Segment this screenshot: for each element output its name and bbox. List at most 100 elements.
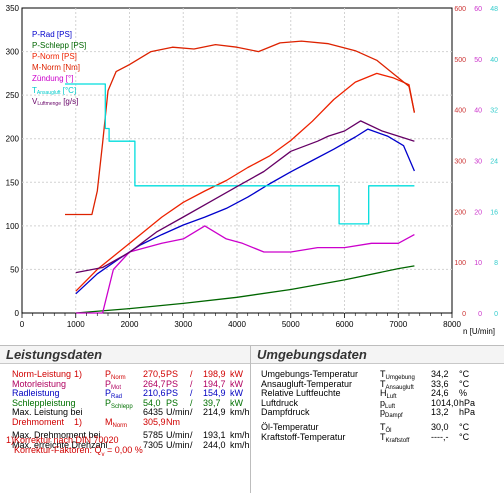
left-tick-label: 300 xyxy=(6,48,20,57)
right-tick-label: 600 xyxy=(454,6,466,13)
row-unit-2: kW xyxy=(230,378,243,389)
row-unit: hPa xyxy=(459,407,476,417)
factor-sub: v xyxy=(101,451,105,458)
right-tick-label: 60 xyxy=(474,6,482,13)
row-unit: PS xyxy=(166,369,179,379)
leistungsdaten-panel: Leistungsdaten Norm-Leistung 1) PNorm 270,5… xyxy=(0,345,251,493)
row-value-2: 154,9 xyxy=(203,388,226,398)
x-tick-label: 1000 xyxy=(67,320,85,329)
row-unit: °C xyxy=(459,369,470,379)
row-value: ----,- xyxy=(431,431,449,442)
row-footnote: 1) xyxy=(74,417,83,427)
row-unit: PS xyxy=(166,397,179,408)
right-tick-label: 30 xyxy=(474,159,482,166)
x-axis-ticks: 0 1000 2000 3000 4000 5000 6000 7000 8000 xyxy=(20,313,461,329)
row-symbol: pDampf xyxy=(380,407,403,419)
series-line xyxy=(65,83,415,225)
row-symbol: PMot xyxy=(105,378,122,391)
row-unit: hPa xyxy=(459,397,476,408)
row-symbol: MNorm xyxy=(105,417,128,429)
row-label: Schleppleistung xyxy=(12,397,76,408)
row-separator: / xyxy=(190,369,193,379)
footnote-din-text: 1)Korrektur nach DIN 70020 xyxy=(6,435,119,445)
umgebungsdaten-panel: Umgebungsdaten Umgebungs-Temperatur TUmge… xyxy=(251,345,504,493)
row-value: 210,6 xyxy=(143,388,166,398)
right-tick-label: 0 xyxy=(478,311,482,318)
row-value: 33,6 xyxy=(431,378,449,389)
footnote-din: 1)Korrektur nach DIN 70020 xyxy=(6,435,119,445)
row-value: 30,0 xyxy=(431,422,449,432)
x-axis-label: n [U/min] xyxy=(463,327,495,336)
row-symbol: TAnsaugluft xyxy=(380,378,414,391)
row-symbol: TKraftstoff xyxy=(380,431,410,444)
row-unit: U/min xyxy=(166,440,190,450)
row-unit-2: kW xyxy=(230,388,243,398)
right-tick-label: 16 xyxy=(490,209,498,216)
series-line xyxy=(75,265,415,314)
row-unit: % xyxy=(459,388,468,398)
row-symbol: pLuft xyxy=(380,397,396,410)
row-unit-2: kW xyxy=(230,397,243,408)
left-tick-label: 250 xyxy=(6,91,20,100)
row-value-2: 244,0 xyxy=(203,440,226,450)
legend-item-zuendung: Zündung [°] xyxy=(32,74,73,83)
row-value: 1014,0 xyxy=(431,397,459,408)
right-tick-label: 500 xyxy=(454,57,466,64)
row-label: Ansaugluft-Temperatur xyxy=(261,378,353,389)
row-symbol: PSchlepp xyxy=(105,397,133,410)
right-tick-label: 8 xyxy=(494,260,498,267)
row-separator: / xyxy=(190,430,193,440)
chart-legend: P-Rad [PS] P-Schlepp [PS] P-Norm [PS] M-… xyxy=(32,30,86,107)
grid-lines xyxy=(22,8,452,313)
series-line xyxy=(65,40,416,216)
row-unit: PS xyxy=(166,378,179,389)
right-tick-label: 32 xyxy=(490,108,498,115)
left-tick-label: 50 xyxy=(10,265,19,274)
row-symbol: TUmgebung xyxy=(380,369,415,381)
row-label: Öl-Temperatur xyxy=(261,422,319,432)
row-separator: / xyxy=(190,440,193,450)
row-value: 5785 xyxy=(143,430,164,440)
row-value-2: 39,7 xyxy=(203,397,221,408)
legend-item-t-ansaugluft: TAnsaugluft [°C] xyxy=(32,86,76,96)
left-tick-label: 100 xyxy=(6,222,20,231)
x-tick-label: 7000 xyxy=(389,320,407,329)
row-label: Drehmoment xyxy=(12,417,65,427)
row-value: 54,0 xyxy=(143,397,161,408)
row-value-2: 194,7 xyxy=(203,378,226,389)
row-separator: / xyxy=(190,397,193,408)
umgebungsdaten-title: Umgebungsdaten xyxy=(251,346,504,364)
left-axis-ticks: 0 50 100 150 200 250 300 350 xyxy=(6,4,20,318)
left-tick-label: 0 xyxy=(15,309,20,318)
row-label: Luftdruck xyxy=(261,397,299,408)
row-separator: / xyxy=(190,388,193,398)
right-tick-label: 0 xyxy=(462,311,466,318)
row-symbol: PNorm xyxy=(105,369,126,381)
row-symbol: TÖl xyxy=(380,422,392,434)
row-symbol: HLuft xyxy=(380,388,397,400)
left-tick-label: 150 xyxy=(6,178,20,187)
right-tick-label: 50 xyxy=(474,57,482,64)
row-unit-2: km/h xyxy=(230,440,250,450)
row-value-2: 193,1 xyxy=(203,430,226,440)
row-value: 34,2 xyxy=(431,369,449,379)
row-footnote: 1) xyxy=(74,369,83,379)
row-unit: PS xyxy=(166,388,179,398)
row-label: Kraftstoff-Temperatur xyxy=(261,431,346,442)
row-unit-2: km/h xyxy=(230,430,250,440)
row-symbol: PRad xyxy=(105,388,123,400)
dyno-chart: 0 1000 2000 3000 4000 5000 6000 7000 8000 050100… xyxy=(5,4,499,336)
row-unit: °C xyxy=(459,378,470,389)
row-value: 7305 xyxy=(143,440,164,450)
row-label: Max. erreichte Drehzahl xyxy=(12,440,108,450)
row-value: 264,7 xyxy=(143,378,166,389)
x-tick-label: 8000 xyxy=(443,320,461,329)
x-tick-label: 0 xyxy=(20,320,25,329)
leistungsdaten-title: Leistungsdaten xyxy=(0,346,250,364)
x-tick-label: 6000 xyxy=(336,320,354,329)
row-label: Relative Luftfeuchte xyxy=(261,388,341,398)
right-tick-label: 10 xyxy=(474,260,482,267)
x-tick-label: 4000 xyxy=(228,320,246,329)
x-tick-label: 5000 xyxy=(282,320,300,329)
row-value-2: 214,9 xyxy=(203,407,226,417)
